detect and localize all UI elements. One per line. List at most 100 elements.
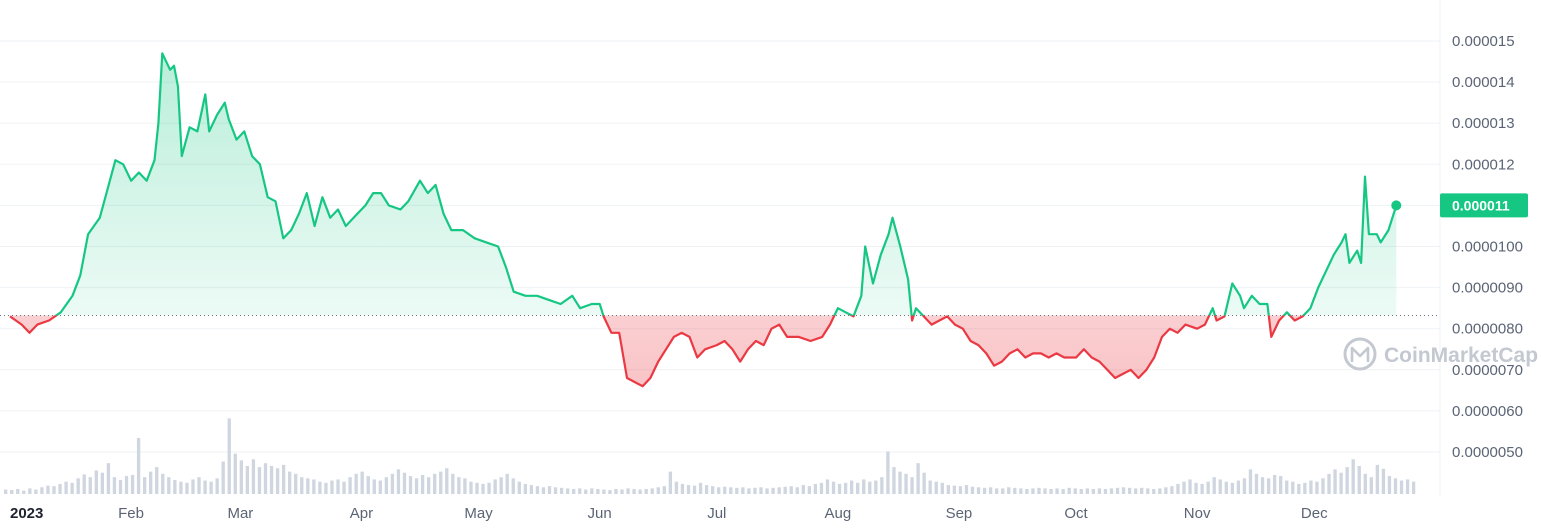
volume-bar [281, 464, 286, 494]
volume-bar [1164, 487, 1168, 494]
volume-bar [783, 486, 787, 494]
volume-bar [1013, 487, 1017, 494]
x-tick-label: Apr [350, 505, 373, 522]
volume-bar [155, 467, 159, 494]
volume-bar [1260, 477, 1265, 494]
volume-bar [753, 487, 757, 494]
volume-bar [372, 479, 376, 494]
volume-bar [644, 488, 648, 494]
volume-bar [227, 418, 231, 494]
volume-bar [541, 487, 546, 494]
volume-bar [837, 483, 842, 494]
volume-bar [420, 474, 425, 494]
volume-bar [759, 487, 763, 494]
volume-bar [203, 480, 207, 494]
volume-bar [451, 473, 455, 494]
volume-bar [741, 487, 745, 494]
volume-bar [1357, 466, 1361, 494]
volume-bar [1085, 488, 1089, 494]
current-price-tag-bg [1440, 193, 1528, 218]
volume-bar [124, 476, 129, 494]
volume-bar [505, 473, 509, 494]
volume-bar [1079, 488, 1083, 494]
x-tick-label: Sep [946, 505, 973, 522]
volume-bar [547, 486, 552, 494]
volume-bar [1037, 487, 1041, 494]
volume-bar [288, 471, 292, 494]
volume-bar [457, 477, 461, 494]
x-tick-label: Aug [825, 505, 852, 522]
volume-bar [1170, 486, 1174, 494]
volume-bar [922, 472, 926, 494]
volume-bar [1109, 488, 1114, 494]
volume-bar [433, 473, 437, 494]
volume-bar [257, 467, 262, 494]
volume-bar [698, 482, 703, 494]
volume-bar [1188, 479, 1192, 494]
volume-bar [1411, 481, 1416, 494]
volume-bar [1212, 477, 1216, 494]
volume-bar [1055, 488, 1059, 494]
volume-bar [82, 474, 86, 494]
volume-bar [481, 483, 485, 494]
volume-bar [1097, 488, 1102, 494]
y-axis-labels: 0.000015 0.000014 0.000013 0.000012 0.000011… [1452, 33, 1523, 461]
volume-bar [1279, 476, 1283, 494]
volume-bar [1339, 472, 1343, 494]
volume-bar [590, 488, 594, 494]
volume-bar [686, 485, 691, 494]
volume-bar [862, 479, 866, 494]
volume-bar [306, 478, 310, 494]
volume-bar [426, 477, 431, 494]
volume-bar [191, 479, 195, 494]
volume-bar [318, 481, 322, 494]
volume-bar [1140, 487, 1144, 494]
volume-bar [892, 467, 896, 494]
volume-bar [1351, 459, 1355, 494]
volume-bar [849, 480, 854, 494]
volume-bar [1127, 487, 1132, 494]
volume-bar [493, 479, 497, 494]
volume-bar [312, 479, 316, 494]
volume-bar [843, 482, 848, 494]
volume-bar [1152, 488, 1156, 494]
latest-price-dot[interactable] [1391, 200, 1402, 211]
volume-bar [1025, 488, 1029, 494]
volume-bar [1315, 481, 1319, 494]
x-tick-label: Dec [1301, 505, 1328, 522]
volume-bar [221, 461, 225, 494]
volume-bar [723, 486, 727, 494]
volume-bar [402, 472, 407, 494]
volume-bar [70, 482, 74, 494]
volume-bar [807, 486, 812, 494]
volume-bar [970, 486, 975, 494]
volume-bar [904, 473, 908, 494]
volume-bar [185, 482, 189, 494]
volume-bar [239, 460, 243, 494]
volume-bar [269, 466, 274, 494]
volume-bar [529, 485, 534, 494]
volume-bar [789, 486, 793, 494]
volume-bar [982, 487, 987, 494]
volume-bar [52, 486, 56, 494]
volume-bar [910, 477, 914, 494]
price-line-below-baseline [9, 315, 1305, 388]
x-tick-label: Jun [588, 505, 612, 522]
volume-bar [632, 488, 636, 494]
volume-bar [1375, 464, 1380, 494]
volume-bar [142, 477, 147, 494]
volume-bar [940, 482, 944, 494]
y-tick-label: 0.0000090 [1452, 280, 1523, 297]
x-tick-label: May [464, 505, 493, 522]
area-fill-below-baseline [10, 315, 1304, 387]
volume-bar [1091, 488, 1096, 494]
volume-bar [396, 469, 401, 494]
y-tick-label: 0.000013 [1452, 115, 1515, 132]
volume-bar [173, 480, 177, 494]
volume-bar [1194, 482, 1198, 494]
volume-bar [1158, 488, 1162, 494]
volume-bar [378, 480, 382, 494]
volume-bar [771, 487, 775, 494]
volume-bar [565, 488, 570, 494]
